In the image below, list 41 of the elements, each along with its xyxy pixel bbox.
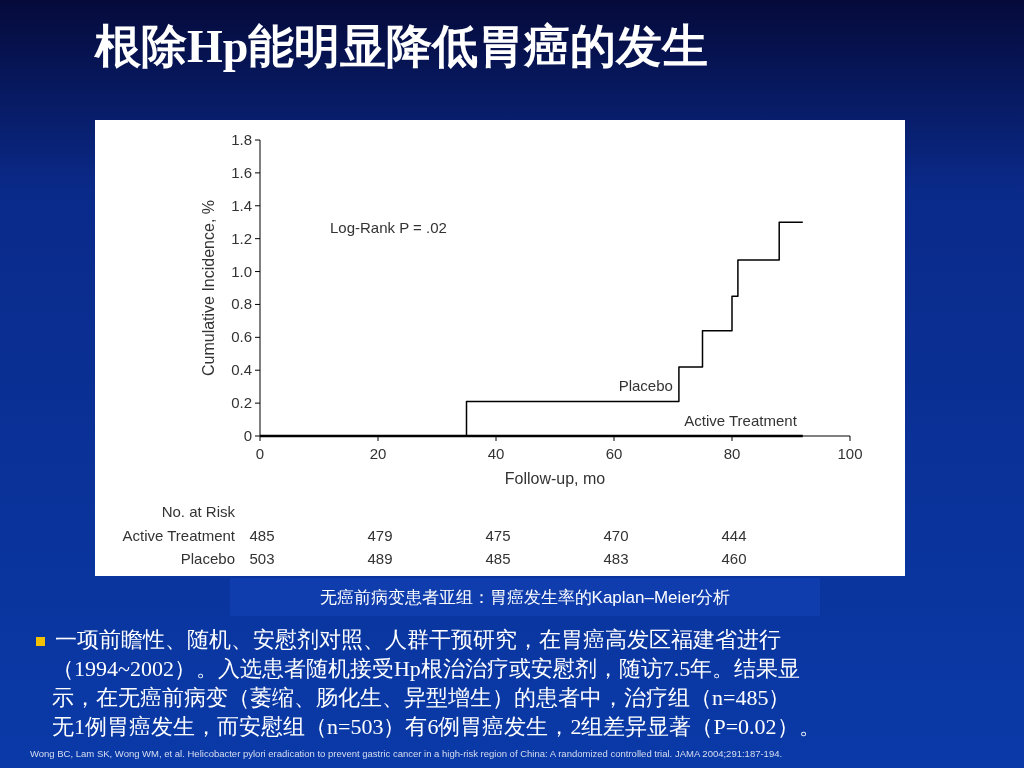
y-tick-label: 0.8 [231,295,252,313]
y-tick-label: 1.6 [231,163,252,181]
y-tick-label: 0.4 [231,361,252,379]
annotation: Log-Rank P = .02 [330,219,447,236]
text: 489 [367,550,393,567]
y-tick-label: 1.2 [231,229,252,247]
text: 483 [603,550,629,567]
y-axis-title: Cumulative Incidence, % [200,199,217,377]
text: 470 [603,527,629,544]
text: Active Treatment [122,527,236,544]
text: 485 [485,550,511,567]
text: 无1例胃癌发生，而安慰组（n=503）有6例胃癌发生，2组差异显著（P=0.02）。 [52,714,821,739]
y-tick-label: 0.2 [231,394,252,412]
x-tick-label: 20 [369,445,387,462]
series-label: Placebo [618,377,673,395]
x-axis-title: Follow-up, mo [504,470,606,487]
text: 475 [485,527,511,544]
text: （1994~2002）。入选患者随机接受Hp根治治疗或安慰剂，随访7.5年。结果显 [52,656,801,681]
text: 444 [721,527,747,544]
text: 503 [249,550,275,567]
y-tick-label: 1.4 [231,196,252,214]
series-label: Active Treatment [684,412,798,429]
text: No. at Risk [161,503,236,520]
chart-title: 根除Hp能明显降低胃癌的发生 [93,21,709,72]
text: 一项前瞻性、随机、安慰剂对照、人群干预研究，在胃癌高发区福建省进行 [55,627,781,652]
text: 479 [367,527,393,544]
x-tick-label: 100 [837,445,863,462]
y-tick-label: 1.8 [231,131,252,148]
x-tick-label: 80 [723,445,741,462]
text: 示，在无癌前病变（萎缩、肠化生、异型增生）的患者中，治疗组（n=485） [52,685,791,710]
y-tick-label: 0 [243,427,252,444]
x-tick-label: 0 [255,445,265,462]
y-tick-label: 1.0 [231,262,252,280]
text: 460 [721,550,747,567]
text: 无癌前病变患者亚组：胃癌发生率的Kaplan–Meier分析 [319,588,731,607]
x-tick-label: 60 [605,445,623,462]
y-tick-label: 0.6 [231,328,252,346]
x-tick-label: 40 [487,445,505,462]
text: 485 [249,527,275,544]
text: Wong BC, Lam SK, Wong WM, et al. Helicobacter pylori eradication to prevent gastric cancer in a high-risk region of China: A randomized controlled trial. JAMA 2004;291:187-194. [30,748,783,759]
text: Placebo [180,550,235,567]
